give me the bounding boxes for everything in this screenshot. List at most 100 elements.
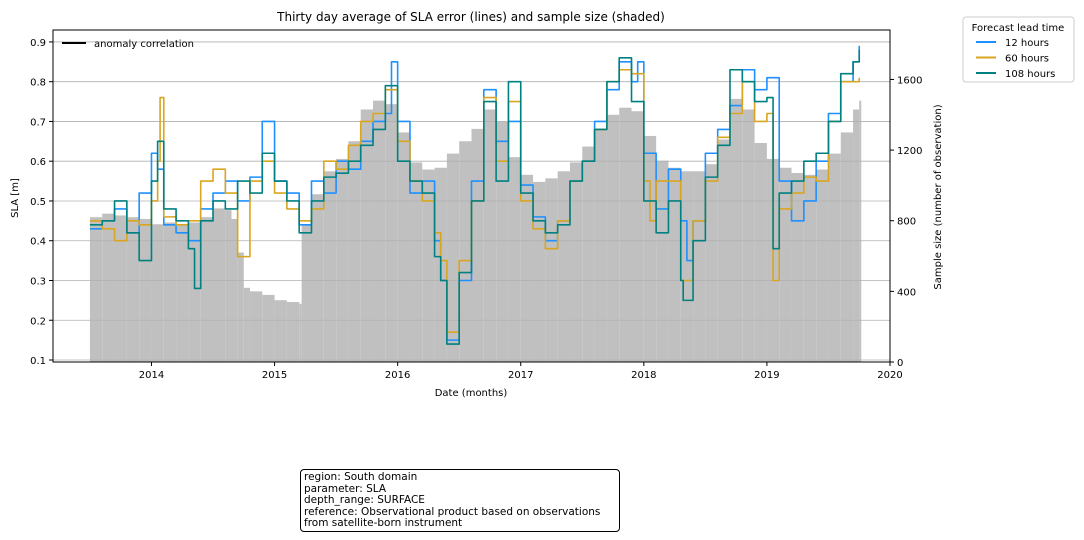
sample-size-bar — [643, 135, 657, 362]
y-tick-label: 0.8 — [30, 78, 46, 89]
info-box: region: South domain parameter: SLA dept… — [300, 469, 620, 532]
sample-size-bar — [606, 114, 620, 362]
sample-size-bar — [533, 181, 546, 362]
sample-size-bar — [717, 139, 730, 362]
sample-size-bar — [102, 213, 115, 362]
sample-size-bar — [360, 109, 374, 363]
axes: 2014 2015 2016 2017 2018 2019 2020 0.1 0.2 0.3 0.4… — [30, 29, 922, 381]
sample-size-bar — [176, 224, 189, 362]
x-tick-label: 2016 — [385, 370, 410, 381]
sample-size-bar — [299, 303, 302, 362]
sample-size-bar — [859, 100, 862, 362]
sample-size-bar — [779, 167, 792, 362]
legend-label: 12 hours — [1005, 38, 1049, 49]
sample-size-bar — [200, 217, 214, 362]
sample-size-bar — [840, 132, 854, 362]
y-tick-label: 0.5 — [30, 197, 46, 208]
sample-size-bar — [853, 109, 860, 363]
sample-size-bar — [163, 222, 177, 362]
sample-size-bar — [582, 146, 595, 362]
sample-size-bar — [754, 143, 767, 362]
sample-size-bar — [742, 109, 755, 363]
sample-size-bar — [496, 121, 509, 362]
sample-size-bar — [816, 169, 829, 362]
sample-size-bar — [243, 287, 250, 362]
sample-size-bar — [557, 171, 570, 362]
x-tick-label: 2014 — [139, 370, 164, 381]
sample-size-bars — [89, 98, 862, 363]
sample-size-bar — [569, 162, 583, 362]
y-tick-label: 0.6 — [30, 157, 46, 168]
left-legend: anomaly correlation — [62, 39, 194, 50]
y2-tick-label: 0 — [897, 358, 903, 369]
plot-frame — [52, 29, 891, 363]
y-tick-label: 0.2 — [30, 316, 46, 327]
y-tick-label: 0.3 — [30, 276, 46, 287]
info-line-depth-range: depth_range: SURFACE — [304, 494, 425, 507]
sample-size-bar — [151, 224, 164, 362]
sample-size-bar — [483, 109, 497, 363]
y2-tick-label: 400 — [897, 287, 916, 298]
series-line-108-hours — [89, 49, 861, 345]
y-tick-label: 0.1 — [30, 356, 46, 367]
sample-size-bar — [422, 169, 435, 362]
x-tick-label: 2020 — [877, 370, 902, 381]
sample-size-bar — [301, 224, 312, 362]
legend-label: 60 hours — [1005, 54, 1049, 65]
legend: Forecast lead time 12 hours 60 hours 108 h… — [962, 16, 1075, 83]
sample-size-bar — [397, 132, 410, 362]
sample-size-bar — [803, 174, 817, 362]
sample-size-bar — [508, 157, 521, 362]
sample-size-bar — [231, 218, 238, 362]
legend-frame — [962, 16, 1075, 83]
sample-size-bar — [545, 178, 558, 362]
y-tick-label: 0.7 — [30, 117, 46, 128]
sample-size-bar — [139, 218, 152, 362]
sample-size-bar — [409, 162, 423, 362]
sample-size-bar — [237, 252, 244, 362]
legend-items: 12 hours 60 hours 108 hours — [976, 38, 1055, 80]
legend-title: Forecast lead time — [972, 23, 1065, 34]
sample-size-bar — [336, 158, 349, 362]
y2-tick-label: 800 — [897, 217, 916, 228]
sample-size-bar — [274, 300, 287, 362]
anomaly-correlation-label: anomaly correlation — [94, 39, 194, 50]
y-tick-label: 0.4 — [30, 237, 46, 248]
sample-size-bar — [729, 98, 743, 362]
sample-size-bar — [311, 194, 324, 362]
x-tick-label: 2017 — [508, 370, 533, 381]
y2-tick-label: 1600 — [897, 75, 922, 86]
sample-size-bar — [373, 100, 386, 362]
sample-size-bar — [459, 141, 472, 362]
legend-label: 108 hours — [1005, 69, 1055, 80]
sample-size-bar — [471, 128, 484, 362]
info-line-region: region: South domain — [304, 471, 418, 483]
sample-size-bar — [619, 107, 632, 363]
info-line-parameter: parameter: SLA — [304, 482, 387, 495]
chart-title: Thirty day average of SLA error (lines) … — [276, 10, 665, 24]
sample-size-bar — [668, 167, 681, 362]
sample-size-bar — [693, 171, 706, 362]
y2-tick-label: 1200 — [897, 146, 922, 157]
sample-size-bar — [348, 141, 361, 362]
sample-size-bar — [520, 174, 534, 362]
sample-size-bar — [89, 217, 103, 362]
sample-size-bar — [446, 153, 460, 362]
sample-size-bar — [705, 164, 718, 362]
sample-size-bar — [286, 301, 300, 362]
sample-size-bar — [594, 128, 607, 362]
y-tick-label: 0.9 — [30, 38, 46, 49]
sample-size-bar — [828, 153, 841, 362]
x-axis-label: Date (months) — [435, 388, 508, 399]
sample-size-bar — [225, 210, 232, 362]
y2-axis-label: Sample size (number of observation) — [933, 104, 944, 289]
sample-size-bar — [791, 173, 804, 362]
sample-size-bar — [188, 222, 201, 362]
sample-size-bar — [656, 160, 669, 362]
sample-size-bar — [126, 217, 140, 362]
sample-size-bar — [249, 291, 263, 362]
sample-size-bar — [323, 171, 337, 362]
sample-size-bar — [114, 215, 127, 362]
info-line-reference: reference: Observational product based o… — [304, 505, 601, 518]
